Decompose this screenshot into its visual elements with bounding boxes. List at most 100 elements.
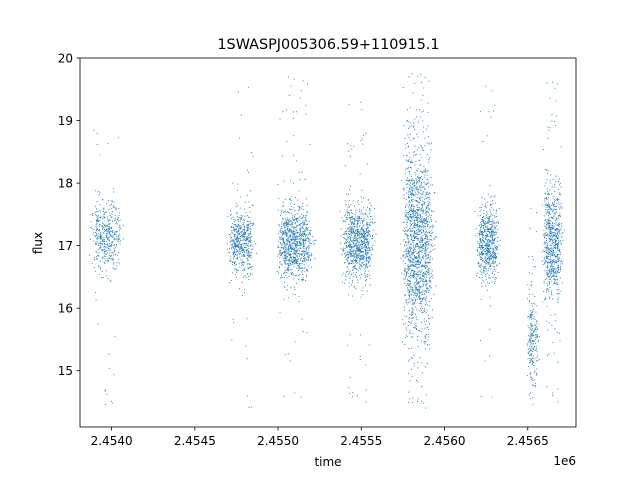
data-point bbox=[417, 361, 419, 363]
data-point bbox=[363, 213, 365, 215]
data-point bbox=[233, 218, 235, 220]
data-point bbox=[280, 263, 282, 265]
data-point bbox=[421, 179, 424, 181]
data-point bbox=[426, 191, 429, 193]
data-point bbox=[407, 271, 409, 273]
data-point bbox=[414, 290, 416, 292]
data-point bbox=[532, 332, 534, 334]
data-point bbox=[302, 231, 304, 233]
data-point bbox=[352, 243, 355, 245]
data-point bbox=[527, 324, 529, 326]
data-point bbox=[362, 222, 364, 224]
data-point bbox=[484, 235, 486, 237]
data-point bbox=[245, 276, 247, 278]
data-point bbox=[351, 231, 353, 233]
data-point bbox=[360, 296, 362, 298]
data-point bbox=[415, 193, 417, 195]
data-point bbox=[364, 212, 366, 214]
data-point bbox=[419, 198, 421, 200]
data-point bbox=[416, 206, 419, 209]
data-point bbox=[282, 244, 284, 246]
data-point bbox=[424, 242, 426, 244]
data-point bbox=[287, 239, 289, 241]
data-point bbox=[350, 225, 352, 227]
data-point bbox=[351, 219, 353, 221]
data-point bbox=[357, 237, 359, 239]
data-point bbox=[423, 308, 426, 310]
data-point bbox=[419, 215, 422, 217]
data-point bbox=[492, 234, 494, 236]
data-point bbox=[111, 236, 113, 238]
data-point bbox=[351, 279, 353, 281]
data-point bbox=[354, 235, 356, 237]
data-point bbox=[290, 85, 292, 87]
data-point bbox=[115, 217, 117, 219]
data-point bbox=[282, 232, 284, 234]
data-point bbox=[283, 241, 285, 244]
data-point bbox=[118, 136, 120, 138]
data-point bbox=[358, 236, 360, 239]
data-point bbox=[484, 256, 486, 258]
data-point bbox=[405, 299, 407, 301]
data-point bbox=[362, 287, 364, 289]
data-point bbox=[230, 258, 232, 260]
data-point bbox=[296, 221, 298, 223]
data-point bbox=[298, 236, 301, 238]
data-point bbox=[429, 202, 431, 204]
data-point bbox=[482, 269, 484, 271]
data-point bbox=[102, 218, 104, 220]
data-point bbox=[108, 367, 110, 369]
data-point bbox=[412, 126, 414, 128]
data-point bbox=[350, 212, 353, 214]
data-point bbox=[417, 214, 419, 216]
data-point bbox=[418, 176, 420, 179]
data-point bbox=[112, 206, 114, 208]
data-point bbox=[287, 220, 289, 222]
data-point bbox=[426, 142, 428, 144]
data-point bbox=[483, 246, 485, 248]
data-point bbox=[492, 228, 494, 231]
data-point bbox=[367, 240, 369, 242]
data-point bbox=[422, 209, 424, 211]
data-point bbox=[103, 208, 105, 210]
data-point bbox=[413, 303, 416, 305]
data-point bbox=[405, 205, 407, 207]
data-point bbox=[430, 239, 433, 241]
data-point bbox=[495, 210, 497, 212]
data-point bbox=[293, 286, 295, 288]
data-point bbox=[497, 247, 499, 249]
data-point bbox=[420, 218, 423, 220]
data-point bbox=[425, 258, 427, 260]
data-point bbox=[243, 219, 245, 221]
data-point bbox=[105, 236, 108, 238]
data-point bbox=[122, 225, 125, 227]
data-point bbox=[280, 253, 283, 255]
data-point bbox=[421, 231, 423, 233]
data-point bbox=[404, 227, 406, 229]
data-point bbox=[351, 222, 353, 224]
data-point bbox=[108, 232, 110, 234]
data-point bbox=[418, 225, 420, 227]
data-point bbox=[495, 230, 497, 232]
data-point bbox=[407, 197, 409, 199]
data-point bbox=[230, 217, 232, 219]
data-point bbox=[103, 213, 105, 215]
data-point bbox=[480, 246, 482, 248]
data-point bbox=[417, 261, 419, 263]
data-point bbox=[416, 211, 418, 214]
data-point bbox=[278, 240, 280, 243]
data-point bbox=[286, 240, 288, 242]
data-point bbox=[244, 236, 246, 238]
data-point bbox=[279, 251, 281, 253]
data-point bbox=[306, 238, 308, 240]
data-point bbox=[477, 254, 479, 256]
data-point bbox=[364, 246, 366, 248]
data-point bbox=[484, 218, 486, 220]
data-point bbox=[366, 260, 368, 262]
data-point bbox=[360, 244, 363, 246]
data-point bbox=[419, 109, 421, 111]
data-point bbox=[417, 210, 419, 212]
data-point bbox=[410, 298, 412, 300]
data-point bbox=[492, 242, 494, 244]
data-point bbox=[278, 253, 280, 256]
